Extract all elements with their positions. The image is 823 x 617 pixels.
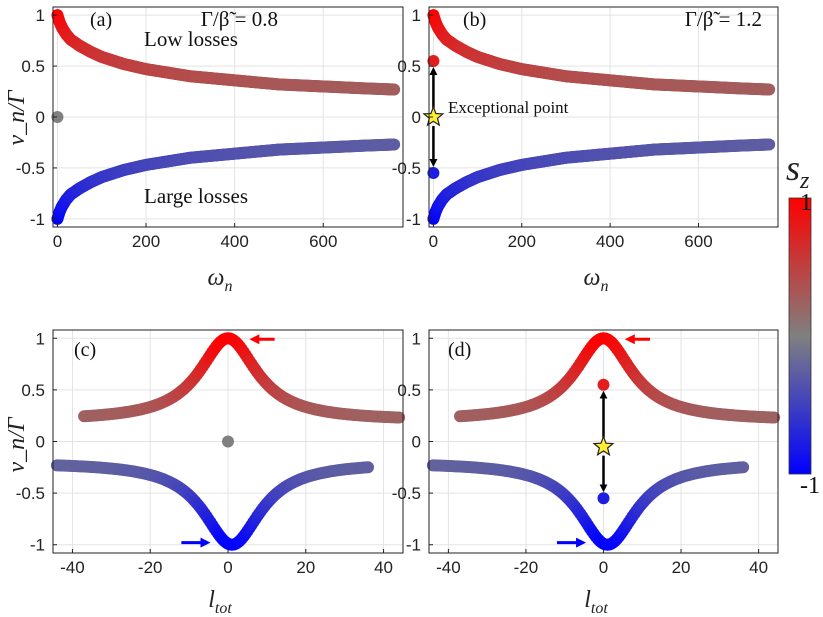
trough-pointer-head <box>576 537 587 548</box>
data-point <box>763 138 776 151</box>
y-tick-label: 1 <box>36 6 45 25</box>
split-pair-point <box>427 167 440 180</box>
panel-d-tag: (d) <box>448 339 471 361</box>
colorbar-min-label: -1 <box>800 473 820 499</box>
x-axis-label-b: ωn <box>584 265 609 295</box>
panel-a-tag: (a) <box>90 9 112 31</box>
x-axis-label-a: ωn <box>208 265 233 295</box>
y-tick-label: 1 <box>36 329 45 348</box>
large-losses-label: Large losses <box>144 184 248 208</box>
peak-pointer-head <box>249 334 260 345</box>
x-axis-label-d: ltot <box>584 587 608 617</box>
x-tick-label: 0 <box>223 558 232 577</box>
split-pair-point <box>427 54 440 67</box>
x-tick-label: 20 <box>296 558 315 577</box>
x-tick-label: 400 <box>596 232 624 251</box>
y-tick-label: 1 <box>412 6 421 25</box>
y-tick-label: -0.5 <box>16 159 45 178</box>
data-point <box>362 461 374 474</box>
panel-c: -40 -20 0 20 40 1 0.5 0 -0.5 -1 <box>16 329 406 577</box>
x-tick-label: 0 <box>429 232 438 251</box>
x-tick-label: 40 <box>374 558 393 577</box>
exceptional-point-label: Exceptional point <box>448 98 569 117</box>
data-point <box>768 411 781 424</box>
x-tick-label: 200 <box>132 232 160 251</box>
colorbar-max-label: 1 <box>800 190 812 216</box>
y-axis-label-bottom: v_n/Γ <box>4 416 30 472</box>
data-point <box>388 83 401 96</box>
y-tick-label: 1 <box>412 329 421 348</box>
x-tick-label: 0 <box>599 558 608 577</box>
y-tick-label: -1 <box>30 210 45 229</box>
single-mode-point <box>222 435 234 448</box>
exceptional-point-star <box>592 435 615 457</box>
y-tick-label: 0 <box>412 108 421 127</box>
peak-pointer-head <box>624 334 635 345</box>
x-tick-label: -20 <box>138 558 163 577</box>
single-mode-point <box>51 111 64 123</box>
panel-a-param: Γ/β̃ = 0.8 <box>201 7 278 31</box>
x-tick-label: 20 <box>672 558 691 577</box>
x-tick-label: 0 <box>53 232 62 251</box>
data-point <box>737 461 750 474</box>
y-tick-label: 0 <box>36 108 45 127</box>
x-tick-label: 400 <box>220 232 248 251</box>
panel-c-tag: (c) <box>74 339 96 361</box>
low-losses-label: Low losses <box>144 27 238 51</box>
y-tick-label: 0 <box>36 433 45 452</box>
y-tick-label: -0.5 <box>392 159 421 178</box>
x-tick-label: -40 <box>60 558 85 577</box>
x-axis-label-c: ltot <box>208 587 232 617</box>
x-tick-label: 40 <box>749 558 768 577</box>
colorbar: sz 1 -1 <box>786 148 820 499</box>
colorbar-gradient <box>788 197 812 475</box>
y-tick-label: -0.5 <box>392 484 421 503</box>
x-tick-label: -40 <box>436 558 461 577</box>
exceptional-point-star <box>422 105 445 127</box>
y-tick-label: -1 <box>30 536 45 555</box>
data-point <box>763 83 776 96</box>
y-axis-label-top: v_n/Γ <box>4 89 30 145</box>
panel-b-tag: (b) <box>463 9 486 31</box>
split-pair-point <box>597 378 610 391</box>
trough-pointer-head <box>200 537 211 548</box>
panel-b-param: Γ/β̃ = 1.2 <box>685 7 762 31</box>
y-tick-label: -1 <box>406 210 421 229</box>
y-tick-label: 0.5 <box>397 381 421 400</box>
y-tick-label: -1 <box>406 536 421 555</box>
y-tick-label: -0.5 <box>16 484 45 503</box>
x-tick-label: 200 <box>508 232 536 251</box>
y-tick-label: 0.5 <box>397 57 421 76</box>
data-point <box>388 138 401 151</box>
x-tick-label: 600 <box>309 232 337 251</box>
y-tick-label: 0.5 <box>21 381 45 400</box>
y-tick-label: 0.5 <box>21 57 45 76</box>
y-tick-label: 0 <box>412 433 421 452</box>
panel-a: 0 200 400 600 1 0.5 0 -0.5 -1 <box>16 6 404 251</box>
panel-b: 0 200 400 600 1 0.5 0 -0.5 -1 <box>392 6 779 251</box>
x-tick-label: 600 <box>684 232 712 251</box>
panel-d: -40 -20 0 20 40 1 0.5 0 -0.5 -1 <box>392 329 781 577</box>
colorbar-label: sz <box>786 148 810 194</box>
data-point <box>393 411 406 424</box>
x-tick-label: -20 <box>514 558 539 577</box>
split-pair-point <box>597 492 610 505</box>
